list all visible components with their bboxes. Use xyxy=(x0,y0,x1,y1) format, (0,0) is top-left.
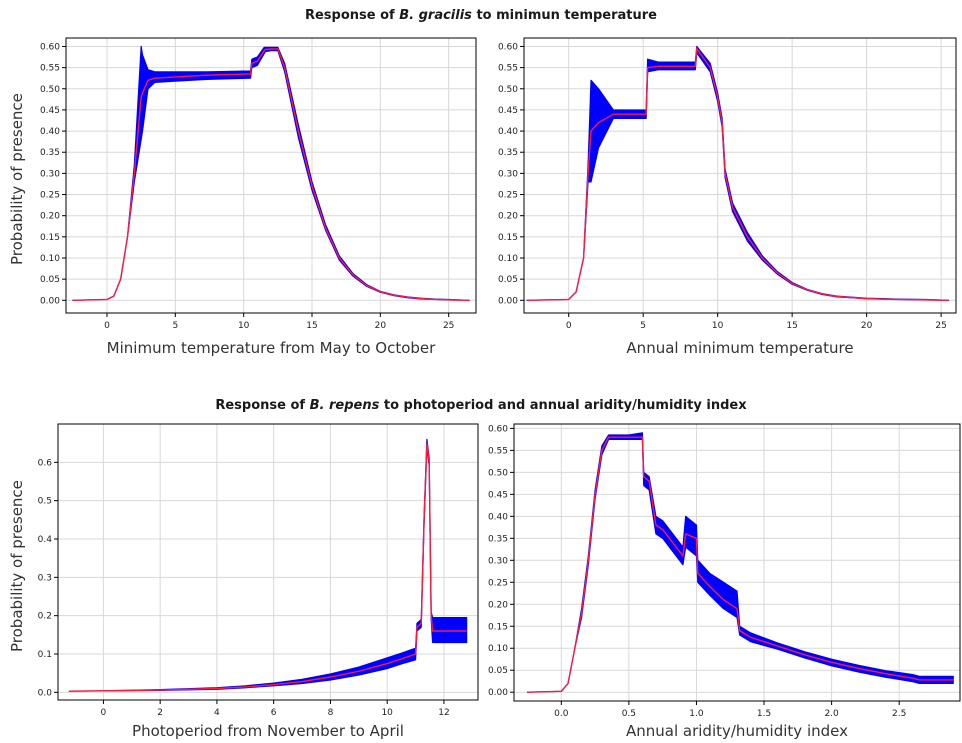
confidence-band xyxy=(68,438,468,692)
y-tick-label: 0.20 xyxy=(40,212,60,222)
bottom-title: Response of B. repens to photoperiod and… xyxy=(0,398,962,413)
x-tick-label: 25 xyxy=(935,321,946,331)
plot-frame xyxy=(523,37,957,314)
y-tick-label: 0.60 xyxy=(40,42,60,52)
plot-3: 0.0 0.5 1.0 1.5 2.0 2.5 0.00 0.05 0.10 0.15 0.20 0.… xyxy=(488,423,961,719)
y-tick-label: 0.25 xyxy=(40,191,60,201)
x-tick-label: 0 xyxy=(101,708,107,718)
plot-1: 0 5 10 15 20 25 0.00 0.05 0.10 0.15 0.20 0.25 0.30 0.… xyxy=(498,37,957,331)
x-tick-label: 5 xyxy=(640,321,646,331)
y-tick-label: 0.0 xyxy=(38,688,53,698)
bottom-title-pre: Response of xyxy=(215,398,310,413)
mean-response-line xyxy=(69,443,467,692)
x-tick-label: 1.0 xyxy=(689,709,704,719)
mean-response-line xyxy=(527,436,954,693)
x-tick-label: 10 xyxy=(238,321,250,331)
y-tick-label: 0.6 xyxy=(38,458,53,468)
y-tick-label: 0.45 xyxy=(498,106,518,116)
plot-frame xyxy=(65,37,477,314)
x-tick-label: 2.5 xyxy=(892,709,906,719)
y-tick-label: 0.15 xyxy=(488,622,508,632)
x-tick-label: 15 xyxy=(786,321,797,331)
y-tick-label: 0.00 xyxy=(40,296,60,306)
y-tick-label: 0.55 xyxy=(498,64,518,74)
y-tick-label: 0.15 xyxy=(498,233,518,243)
x-axis-label-3: Annual aridity/humidity index xyxy=(626,722,848,740)
confidence-band xyxy=(526,432,954,693)
y-tick-label: 0.3 xyxy=(38,573,52,583)
bottom-title-species: B. repens xyxy=(309,398,380,413)
y-tick-label: 0.4 xyxy=(38,535,53,545)
y-tick-label: 0.1 xyxy=(38,650,52,660)
top-title-post: to minimun temperature xyxy=(471,8,657,23)
y-tick-label: 0.2 xyxy=(38,612,52,622)
y-tick-label: 0.05 xyxy=(498,275,518,285)
mean-response-line xyxy=(72,48,470,302)
x-axis-label-2: Photoperiod from November to April xyxy=(132,722,404,740)
y-tick-label: 0.60 xyxy=(488,424,508,434)
x-tick-label: 4 xyxy=(214,708,220,718)
y-tick-label: 0.30 xyxy=(40,169,60,179)
x-tick-label: 25 xyxy=(443,321,454,331)
x-tick-label: 0.5 xyxy=(622,709,636,719)
plot-frame xyxy=(513,423,961,702)
y-tick-label: 0.5 xyxy=(38,497,52,507)
mean-response-line xyxy=(526,46,949,302)
top-title-species: B. gracilis xyxy=(399,8,472,23)
y-tick-label: 0.05 xyxy=(488,666,508,676)
y-tick-label: 0.40 xyxy=(488,512,508,522)
y-tick-label: 0.35 xyxy=(488,534,508,544)
y-tick-label: 0.50 xyxy=(488,468,508,478)
y-tick-label: 0.25 xyxy=(498,191,518,201)
y-tick-label: 0.20 xyxy=(488,600,508,610)
x-tick-label: 20 xyxy=(375,321,387,331)
y-tick-label: 0.40 xyxy=(40,127,60,137)
x-axis-label-0: Minimum temperature from May to October xyxy=(106,339,436,357)
y-tick-label: 0.25 xyxy=(488,578,508,588)
y-tick-label: 0.00 xyxy=(498,296,518,306)
y-tick-label: 0.55 xyxy=(488,446,508,456)
x-tick-label: 0 xyxy=(104,321,110,331)
x-tick-label: 10 xyxy=(381,708,393,718)
x-tick-label: 20 xyxy=(861,321,873,331)
x-axis-label-1: Annual minimum temperature xyxy=(626,339,854,357)
y-tick-label: 0.10 xyxy=(40,254,60,264)
x-tick-label: 6 xyxy=(271,708,277,718)
y-tick-label: 0.00 xyxy=(488,688,508,698)
y-tick-label: 0.45 xyxy=(40,106,60,116)
x-tick-label: 2.0 xyxy=(824,709,839,719)
x-tick-label: 10 xyxy=(712,321,724,331)
y-tick-label: 0.50 xyxy=(498,85,518,95)
bottom-title-post: to photoperiod and annual aridity/humidi… xyxy=(379,398,747,413)
y-tick-label: 0.55 xyxy=(40,64,60,74)
y-tick-label: 0.05 xyxy=(40,275,60,285)
top-title: Response of B. gracilis to minimun tempe… xyxy=(0,8,962,23)
plot-2: 0 2 4 6 8 10 12 0.0 0.1 0.2 0.3 0.4 0.5 0.6 xyxy=(38,423,479,718)
plot-frame xyxy=(57,423,479,701)
y-tick-label: 0.10 xyxy=(488,644,508,654)
y-tick-label: 0.30 xyxy=(498,169,518,179)
y-tick-label: 0.30 xyxy=(488,556,508,566)
top-title-pre: Response of xyxy=(304,8,400,23)
y-tick-label: 0.20 xyxy=(498,212,518,222)
x-tick-label: 15 xyxy=(306,321,317,331)
y-tick-label: 0.35 xyxy=(40,148,60,158)
y-tick-label: 0.35 xyxy=(498,148,518,158)
x-tick-label: 5 xyxy=(172,321,178,331)
y-tick-label: 0.40 xyxy=(498,127,518,137)
x-tick-label: 12 xyxy=(438,708,449,718)
y-tick-label: 0.15 xyxy=(40,233,60,243)
x-tick-label: 0.0 xyxy=(554,709,569,719)
y-tick-label: 0.60 xyxy=(498,42,518,52)
y-tick-label: 0.50 xyxy=(40,85,60,95)
x-tick-label: 2 xyxy=(157,708,163,718)
y-tick-label: 0.45 xyxy=(488,490,508,500)
x-tick-label: 1.5 xyxy=(757,709,771,719)
x-tick-label: 0 xyxy=(566,321,572,331)
plot-0: 0 5 10 15 20 25 0.00 0.05 0.10 0.15 0.20 0.25 0.30 0.… xyxy=(40,37,477,331)
y-tick-label: 0.10 xyxy=(498,254,518,264)
x-tick-label: 8 xyxy=(328,708,334,718)
